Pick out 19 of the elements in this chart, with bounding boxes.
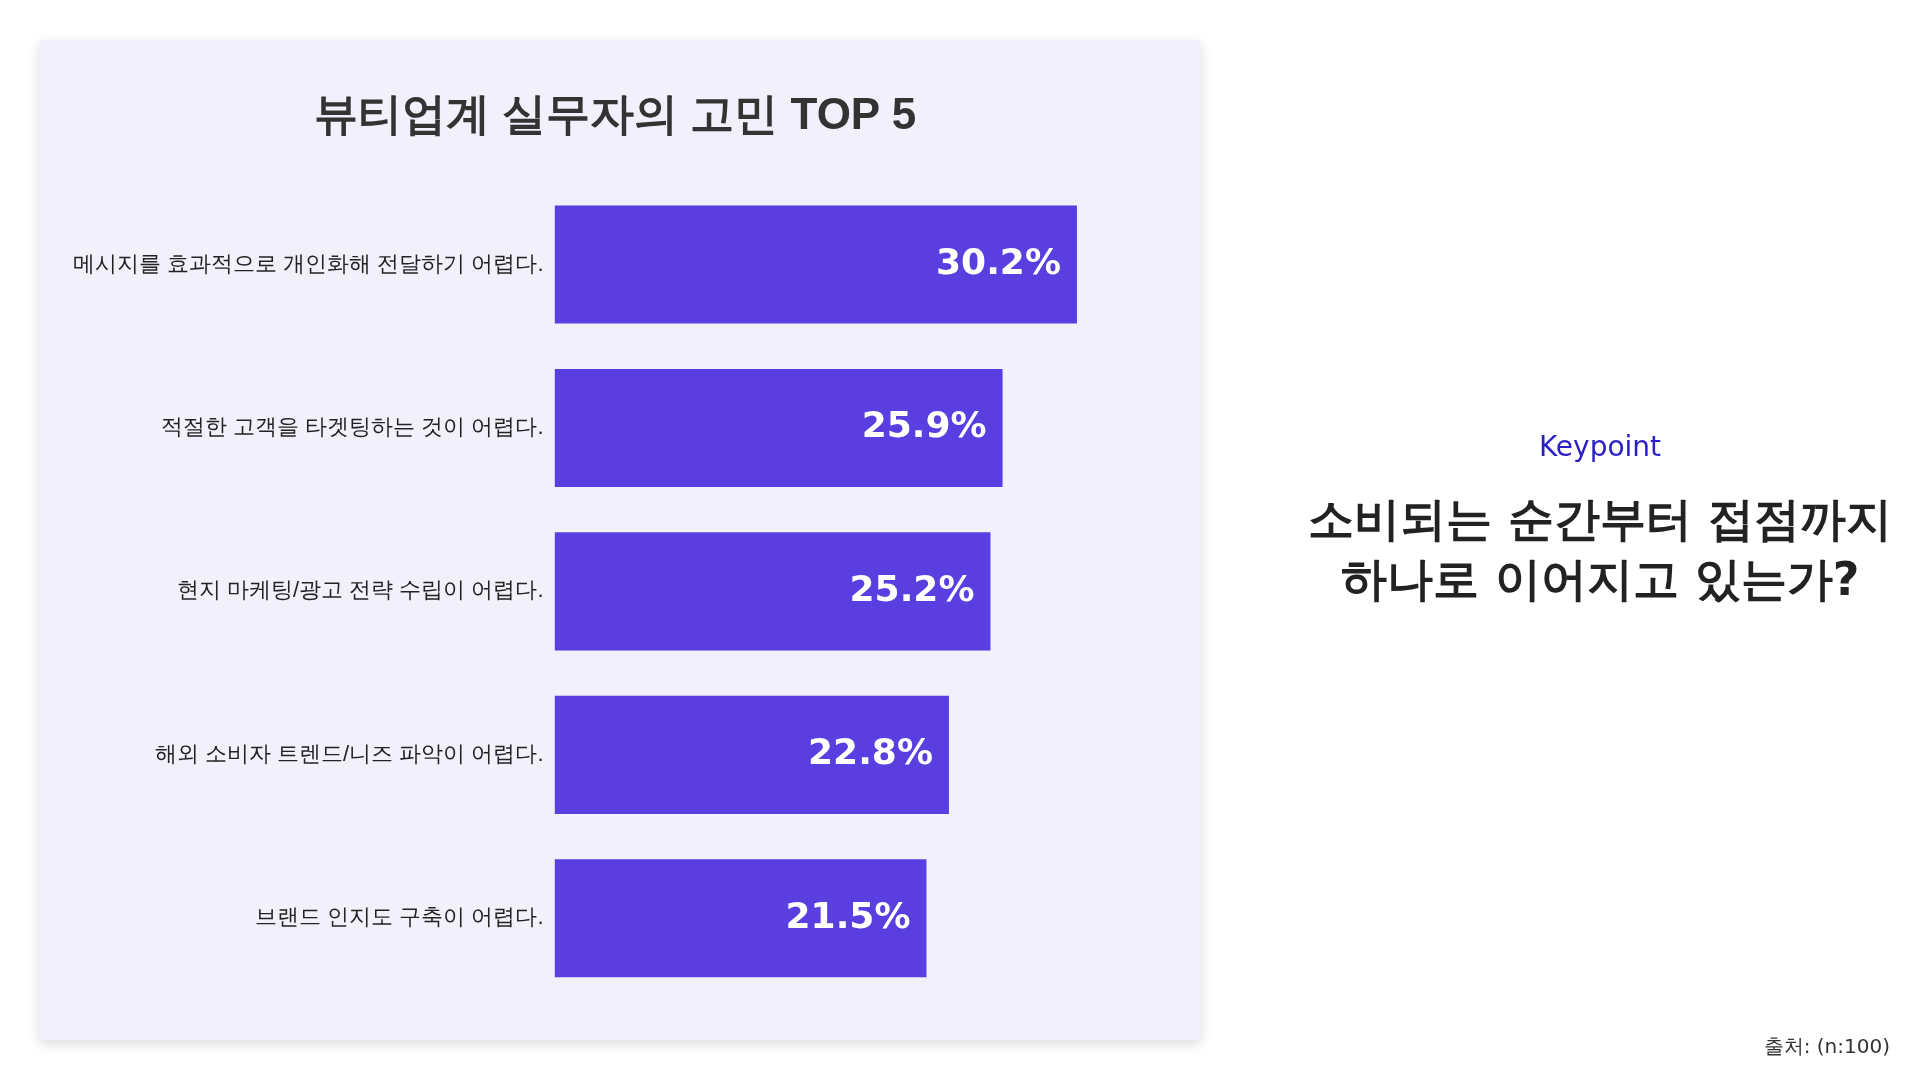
data-label: 25.9%: [861, 404, 987, 446]
bar: [554, 532, 991, 651]
y-tick-label: 현지 마케팅/광고 전략 수립이 어렵다.: [176, 577, 544, 603]
data-label: 25.2%: [849, 567, 975, 609]
text: Keypoint: [1537, 430, 1663, 463]
data-label: 30.2%: [936, 240, 1061, 282]
bar: [554, 368, 1003, 487]
text: 소비되는 순간부터 접점까지 하나로 이어지고 있는가?: [1307, 491, 1893, 608]
y-tick-label: 적절한 고객을 타겟팅하는 것이 어렵다.: [161, 414, 544, 440]
chart-title: 뷰티업계 실무자의 고민 TOP 5: [313, 88, 917, 138]
y-tick-label: 해외 소비자 트렌드/니즈 파악이 어렵다.: [154, 740, 544, 766]
y-tick-label: 메시지를 효과적으로 개인화해 전달하기 어렵다.: [73, 250, 544, 276]
data-label: 22.8%: [808, 731, 933, 773]
bar: [554, 205, 1077, 324]
data-label: 21.5%: [785, 894, 911, 936]
bar: [554, 695, 949, 814]
y-tick-label: 브랜드 인지도 구축이 어렵다.: [255, 904, 544, 930]
bar: [554, 859, 927, 978]
source-note: 출처: (n:100): [1763, 1033, 1890, 1060]
